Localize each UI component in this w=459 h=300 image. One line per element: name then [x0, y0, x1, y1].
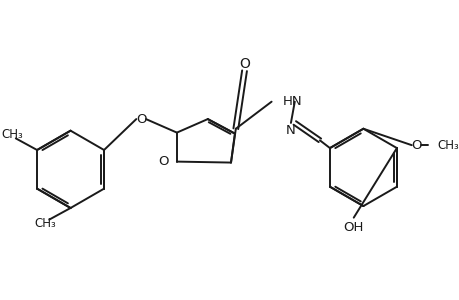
Text: HN: HN [283, 95, 302, 108]
Text: CH₃: CH₃ [1, 128, 23, 141]
Text: O: O [158, 155, 169, 168]
Text: N: N [285, 124, 295, 137]
Text: O: O [239, 57, 249, 71]
Text: CH₃: CH₃ [437, 139, 459, 152]
Text: O: O [410, 139, 421, 152]
Text: OH: OH [343, 221, 363, 234]
Text: O: O [135, 112, 146, 126]
Text: CH₃: CH₃ [34, 217, 56, 230]
